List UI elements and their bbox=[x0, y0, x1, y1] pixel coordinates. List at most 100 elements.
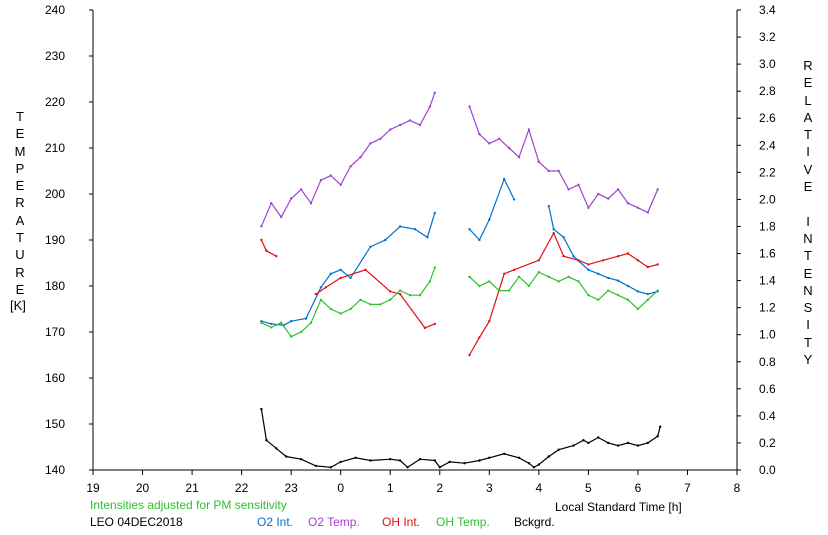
data-point bbox=[503, 272, 506, 275]
data-point bbox=[314, 464, 318, 468]
data-point bbox=[468, 105, 471, 108]
data-point bbox=[309, 321, 313, 324]
right-tick-label: 1.2 bbox=[759, 301, 776, 315]
data-point bbox=[468, 353, 471, 357]
data-point bbox=[433, 91, 436, 95]
left-tick-label: 230 bbox=[45, 49, 65, 63]
data-point bbox=[607, 276, 610, 280]
data-point bbox=[304, 317, 308, 320]
series-bckgrd bbox=[260, 407, 662, 469]
data-point bbox=[656, 263, 659, 266]
data-point bbox=[290, 197, 293, 200]
data-point bbox=[408, 119, 412, 122]
data-point bbox=[270, 202, 273, 205]
x-tick-label: 7 bbox=[684, 481, 691, 495]
data-point bbox=[498, 289, 501, 292]
data-point bbox=[384, 238, 387, 242]
data-point bbox=[646, 292, 649, 296]
data-point bbox=[369, 459, 372, 462]
data-point bbox=[597, 272, 600, 275]
x-tick-label: 23 bbox=[284, 481, 298, 495]
data-point bbox=[260, 321, 263, 324]
data-point bbox=[349, 276, 352, 280]
data-point bbox=[398, 459, 402, 462]
data-point bbox=[260, 225, 263, 228]
data-point bbox=[636, 290, 640, 293]
data-point bbox=[587, 294, 590, 297]
data-point bbox=[290, 335, 293, 338]
data-point bbox=[359, 298, 362, 301]
series-line bbox=[469, 177, 515, 242]
data-point bbox=[364, 268, 367, 271]
data-point bbox=[265, 249, 268, 252]
data-point bbox=[433, 266, 436, 269]
data-point bbox=[488, 142, 491, 145]
data-point bbox=[567, 275, 570, 278]
data-point bbox=[517, 156, 521, 159]
data-point bbox=[537, 271, 540, 274]
data-point bbox=[408, 294, 412, 297]
data-point bbox=[369, 142, 372, 145]
station-label: LEO 04DEC2018 bbox=[90, 515, 183, 529]
data-point bbox=[498, 137, 501, 140]
data-point bbox=[398, 123, 402, 127]
data-point bbox=[299, 458, 303, 461]
data-point bbox=[577, 280, 580, 283]
data-point bbox=[354, 456, 357, 459]
data-point bbox=[607, 289, 610, 292]
series-line bbox=[260, 409, 661, 469]
data-point bbox=[547, 455, 550, 458]
right-tick-label: 0.8 bbox=[759, 355, 776, 369]
x-tick-label: 8 bbox=[734, 481, 741, 495]
data-point bbox=[270, 322, 273, 326]
data-point bbox=[428, 105, 432, 108]
data-point bbox=[339, 183, 342, 186]
data-point bbox=[636, 444, 640, 447]
data-point bbox=[319, 286, 323, 289]
data-point bbox=[567, 188, 570, 191]
data-point bbox=[572, 255, 575, 258]
data-point bbox=[547, 169, 550, 173]
left-axis-unit: [K] bbox=[10, 298, 26, 313]
legend-oh-temp: OH Temp. bbox=[436, 515, 490, 529]
right-tick-label: 3.0 bbox=[759, 57, 776, 71]
data-point bbox=[616, 255, 620, 258]
data-point bbox=[616, 444, 620, 447]
series-o2-temp bbox=[260, 91, 659, 228]
data-point bbox=[646, 298, 649, 301]
data-point bbox=[587, 206, 590, 209]
data-point bbox=[398, 289, 402, 292]
series-o2-int bbox=[260, 177, 659, 327]
data-point bbox=[557, 169, 560, 173]
right-tick-label: 3.2 bbox=[759, 30, 776, 44]
left-tick-label: 240 bbox=[45, 3, 65, 17]
series-line bbox=[469, 271, 659, 310]
x-tick-label: 4 bbox=[536, 481, 543, 495]
data-point bbox=[260, 238, 263, 242]
data-point bbox=[517, 456, 521, 459]
data-point bbox=[314, 292, 318, 296]
data-point bbox=[280, 321, 283, 324]
data-point bbox=[468, 228, 471, 231]
x-tick-label: 5 bbox=[585, 481, 592, 495]
data-point bbox=[636, 206, 640, 209]
left-tick-label: 220 bbox=[45, 95, 65, 109]
x-axis-ticks: 19 20 21 22 23 0 1 2 3 4 5 6 7 8 bbox=[86, 470, 741, 495]
data-point bbox=[552, 232, 555, 235]
series-line bbox=[468, 106, 659, 214]
data-point bbox=[433, 459, 436, 462]
series-oh-temp bbox=[260, 266, 659, 338]
data-point bbox=[557, 448, 560, 451]
data-point bbox=[329, 466, 332, 469]
legend-bckgrd: Bckgrd. bbox=[514, 515, 555, 529]
data-point bbox=[418, 123, 422, 127]
data-point bbox=[527, 284, 531, 288]
data-point bbox=[438, 466, 441, 469]
series-line bbox=[548, 206, 658, 295]
right-tick-label: 1.8 bbox=[759, 219, 776, 233]
data-point bbox=[512, 198, 516, 201]
data-point bbox=[607, 441, 610, 445]
data-point bbox=[626, 252, 630, 255]
left-tick-label: 200 bbox=[45, 187, 65, 201]
